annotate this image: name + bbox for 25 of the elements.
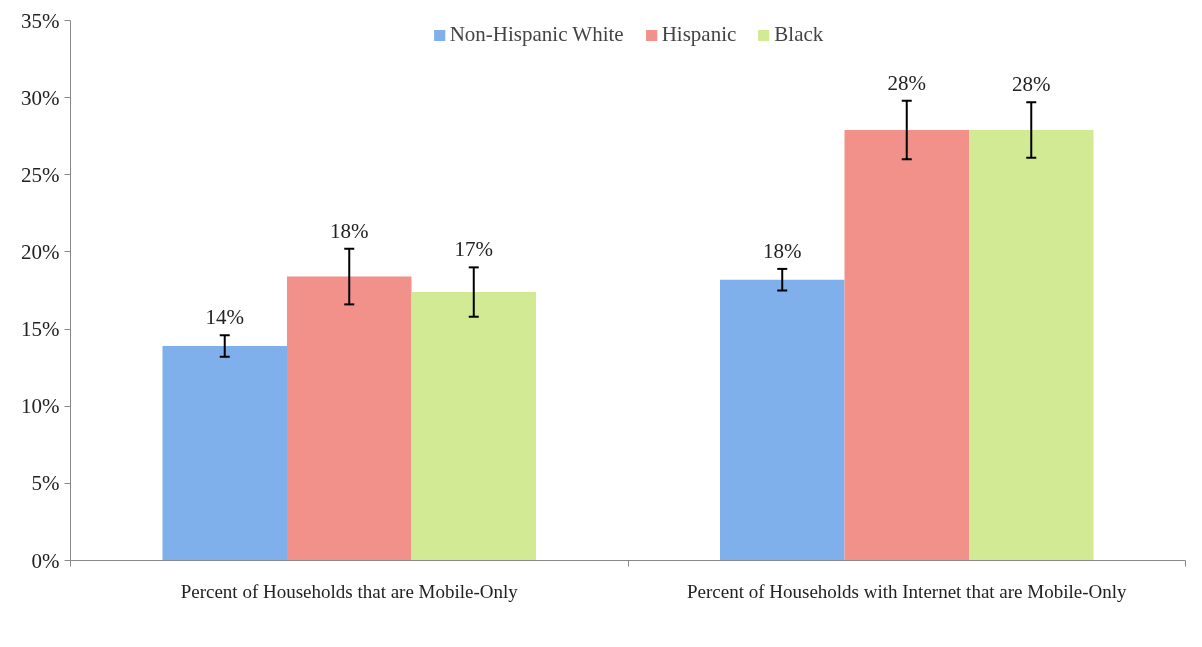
x-tick-label: Percent of Households with Internet that are Mobile-Only: [686, 580, 1128, 602]
data-label: 28%: [1012, 72, 1051, 97]
bar: [411, 292, 537, 561]
y-tick-label: 15%: [21, 317, 60, 342]
data-label: 18%: [763, 238, 802, 263]
y-tick-label: 5%: [31, 471, 60, 496]
bar: [162, 346, 287, 561]
y-tick-label: 20%: [21, 239, 60, 264]
bar: [287, 276, 412, 561]
data-label: 18%: [330, 218, 369, 243]
legend-label: Non-Hispanic White: [449, 22, 624, 47]
y-tick-label: 25%: [21, 162, 60, 187]
bar: [844, 130, 969, 561]
y-tick-label: 30%: [21, 85, 60, 110]
data-label: 28%: [887, 70, 926, 95]
bar: [969, 130, 1094, 561]
x-tick-label: Percent of Households that are Mobile-Only: [180, 580, 519, 602]
y-tick-label: 10%: [21, 394, 60, 419]
bar: [719, 279, 845, 561]
data-label: 17%: [454, 237, 494, 262]
data-label: 14%: [205, 305, 244, 330]
y-tick-label: 0%: [31, 548, 60, 573]
legend-label: Hispanic: [661, 22, 737, 47]
y-tick-label: 35%: [21, 8, 60, 33]
legend-label: Black: [774, 22, 824, 47]
